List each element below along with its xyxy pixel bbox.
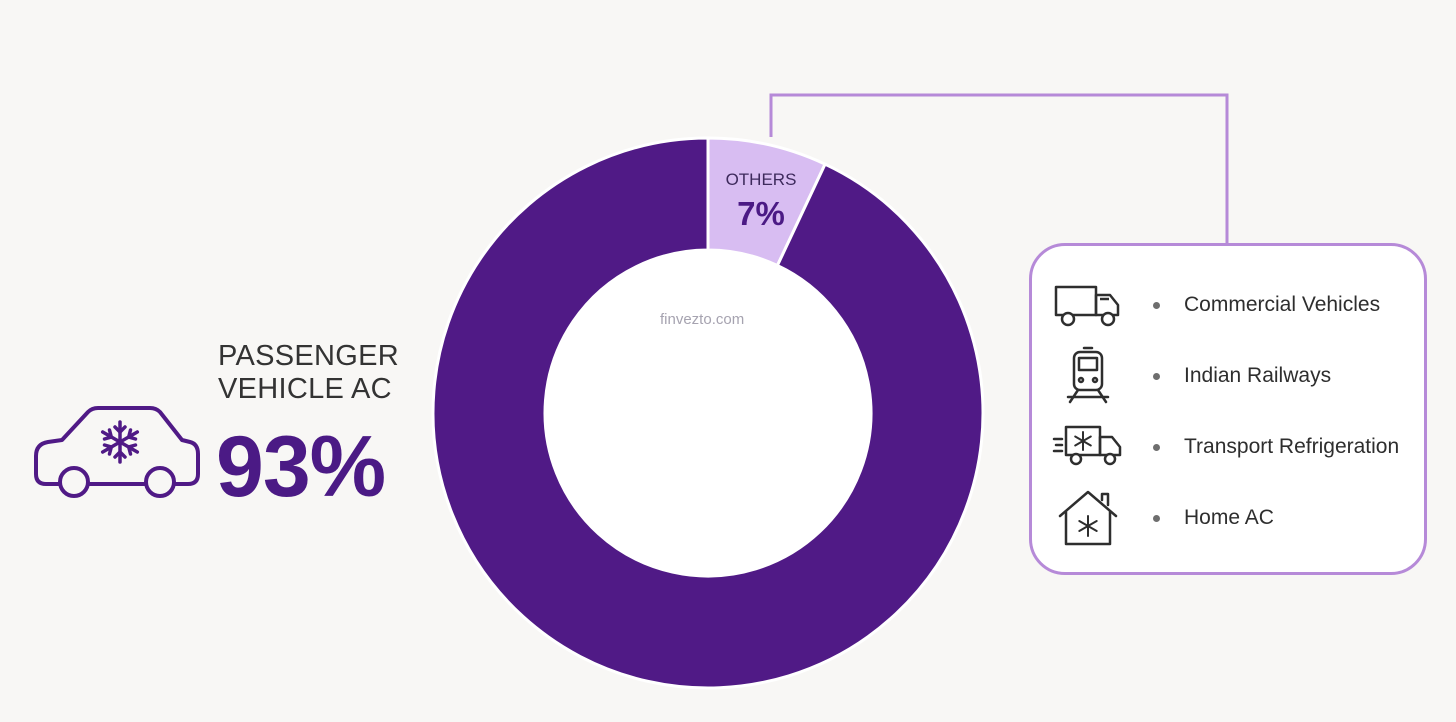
refrigerated-truck-icon: [1052, 425, 1122, 466]
others-slice-value: 7%: [737, 195, 785, 232]
truck-icon: [1054, 285, 1120, 327]
passenger-vehicle-label: PASSENGER VEHICLE AC: [218, 340, 399, 406]
breakdown-item-home-ac: Home AC: [1052, 488, 1422, 548]
breakdown-item-transport-refrigeration: Transport Refrigeration: [1052, 417, 1422, 477]
others-slice-label: OTHERS: [725, 170, 797, 189]
bullet-dot: [1153, 373, 1160, 380]
train-icon: [1066, 346, 1110, 404]
breakdown-label: Indian Railways: [1184, 364, 1332, 387]
breakdown-item-commercial-vehicles: Commercial Vehicles: [1052, 275, 1422, 335]
donut-hole: [546, 251, 870, 575]
watermark: finvezto.com: [660, 311, 745, 328]
others-connector-line: [769, 93, 1229, 243]
car-snowflake-icon: [34, 406, 200, 498]
donut-slice-passenger-vehicle-ac: [431, 136, 985, 690]
bullet-dot: [1153, 515, 1160, 522]
bullet-dot: [1153, 302, 1160, 309]
passenger-label-line1: PASSENGER: [218, 340, 400, 372]
passenger-vehicle-value: 93%: [216, 419, 386, 515]
house-snowflake-icon: [1058, 490, 1118, 546]
passenger-label-line2: VEHICLE AC: [218, 373, 392, 405]
breakdown-item-indian-railways: Indian Railways: [1052, 346, 1422, 406]
breakdown-label: Transport Refrigeration: [1184, 435, 1400, 458]
breakdown-label: Commercial Vehicles: [1184, 293, 1381, 316]
breakdown-label: Home AC: [1184, 506, 1274, 529]
bullet-dot: [1153, 444, 1160, 451]
others-breakdown-box: Commercial Vehicles Indian Railways: [1029, 243, 1427, 575]
